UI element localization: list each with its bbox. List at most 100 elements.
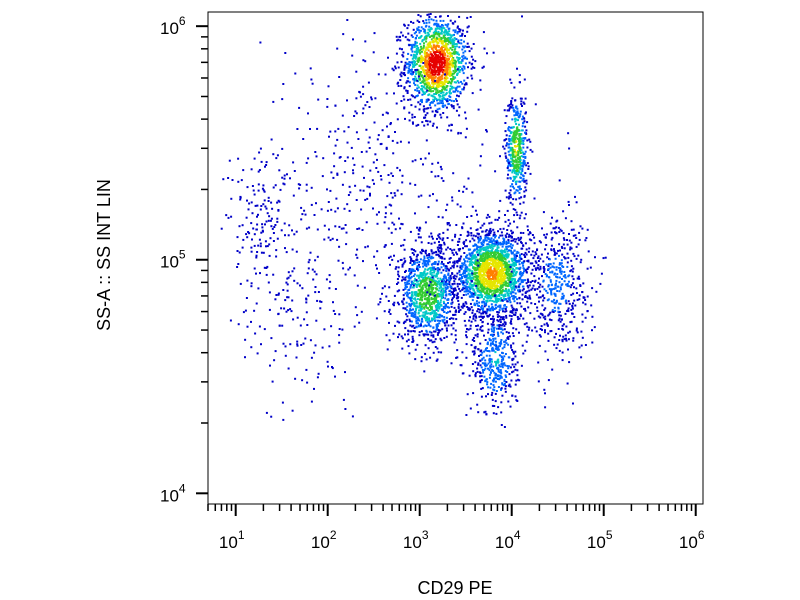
- data-point: [404, 61, 407, 64]
- data-point: [507, 104, 510, 107]
- data-point: [484, 256, 487, 259]
- data-point: [519, 156, 521, 159]
- data-point: [499, 199, 502, 202]
- data-point: [409, 305, 412, 308]
- data-point: [477, 281, 480, 284]
- data-point: [518, 277, 521, 280]
- data-point: [471, 276, 474, 279]
- data-point: [457, 305, 460, 308]
- data-point: [512, 313, 515, 316]
- data-point: [454, 66, 457, 69]
- data-point: [469, 407, 472, 410]
- data-point: [433, 274, 436, 277]
- data-point: [454, 43, 457, 46]
- data-point: [517, 119, 519, 122]
- data-point: [413, 327, 416, 329]
- data-point: [464, 35, 466, 37]
- data-point: [481, 252, 484, 255]
- data-point: [501, 383, 504, 386]
- data-point: [426, 61, 429, 64]
- data-point: [511, 232, 513, 235]
- data-point: [499, 318, 502, 321]
- data-point: [491, 240, 493, 243]
- data-point: [468, 268, 471, 271]
- data-point: [444, 45, 447, 48]
- data-point: [432, 57, 435, 60]
- data-point: [527, 233, 530, 236]
- data-point: [481, 369, 484, 371]
- data-point: [441, 98, 444, 100]
- data-point: [472, 261, 475, 264]
- data-point: [425, 55, 428, 58]
- data-point: [423, 110, 426, 113]
- data-point: [537, 296, 540, 299]
- data-point: [525, 248, 528, 251]
- data-point: [479, 294, 482, 297]
- data-point: [482, 312, 485, 315]
- data-point: [493, 289, 496, 292]
- data-point: [397, 336, 399, 339]
- data-point: [411, 325, 414, 328]
- data-point: [424, 286, 427, 289]
- data-point: [427, 258, 430, 261]
- data-point: [476, 302, 478, 305]
- data-point: [439, 59, 442, 62]
- data-point: [484, 274, 487, 277]
- data-point: [481, 304, 484, 307]
- data-point: [504, 284, 507, 287]
- data-point: [510, 81, 513, 84]
- data-point: [472, 277, 475, 280]
- data-point: [428, 286, 431, 289]
- data-point: [485, 287, 487, 290]
- data-point: [479, 250, 482, 253]
- data-point: [473, 275, 476, 278]
- data-point: [490, 286, 493, 289]
- data-point: [415, 319, 418, 322]
- data-point: [404, 281, 407, 284]
- data-point: [465, 82, 468, 85]
- data-point: [502, 254, 505, 257]
- data-point: [526, 139, 529, 142]
- data-point: [430, 284, 433, 287]
- data-point: [441, 85, 443, 87]
- data-point: [432, 326, 435, 329]
- data-point: [463, 67, 466, 70]
- data-point: [446, 25, 449, 28]
- data-point: [454, 334, 457, 337]
- data-point: [438, 63, 441, 66]
- data-point: [487, 237, 490, 240]
- data-point: [444, 81, 447, 83]
- data-point: [526, 290, 529, 293]
- data-point: [444, 78, 447, 81]
- data-point: [424, 274, 427, 277]
- data-point: [488, 299, 491, 302]
- data-point: [469, 327, 472, 330]
- data-point: [436, 102, 439, 105]
- data-point: [521, 161, 524, 164]
- data-point: [423, 116, 426, 119]
- data-point: [516, 165, 519, 168]
- data-point: [480, 287, 483, 290]
- data-point: [452, 317, 455, 320]
- data-point: [440, 48, 443, 51]
- data-point: [416, 316, 419, 319]
- data-point: [443, 31, 446, 34]
- data-point: [425, 107, 428, 110]
- data-point: [504, 189, 507, 192]
- data-point: [501, 243, 504, 246]
- data-point: [478, 315, 481, 318]
- data-point: [508, 296, 511, 299]
- data-point: [493, 254, 496, 257]
- data-point: [468, 50, 471, 53]
- data-point: [507, 331, 510, 334]
- data-point: [425, 34, 428, 37]
- data-point: [430, 307, 433, 310]
- data-point: [522, 122, 524, 125]
- data-point: [505, 245, 508, 248]
- data-point: [448, 261, 451, 264]
- data-point: [430, 334, 433, 337]
- data-point: [427, 18, 430, 21]
- data-point: [462, 88, 465, 91]
- data-point: [527, 266, 530, 269]
- data-point: [458, 278, 461, 281]
